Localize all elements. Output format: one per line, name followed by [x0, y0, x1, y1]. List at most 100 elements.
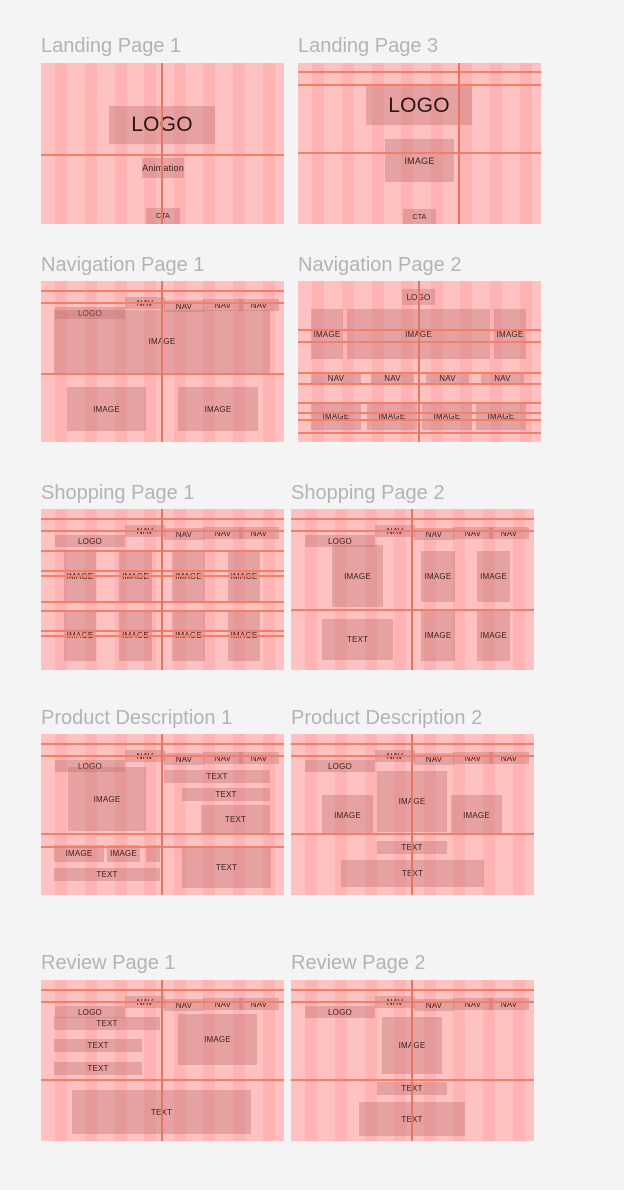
- horizontal-guide: [41, 290, 284, 292]
- horizontal-guide: [298, 383, 541, 385]
- shopping-page-1-title[interactable]: Shopping Page 1: [41, 482, 195, 504]
- nav-placeholder: NAV: [371, 372, 414, 384]
- review-page-1-title[interactable]: Review Page 1: [41, 952, 176, 974]
- navigation-page-1-frame[interactable]: LOGONAVNAVNAVNAVIMAGEIMAGEIMAGE: [41, 281, 284, 442]
- horizontal-guide: [41, 550, 284, 552]
- product-description-1-frame[interactable]: LOGONAVNAVNAVNAVIMAGETEXTTEXTTEXTIMAGEIM…: [41, 734, 284, 895]
- logo-placeholder: LOGO: [366, 86, 472, 125]
- grid-column: [365, 734, 377, 895]
- grid-column: [424, 734, 436, 895]
- shopping-page-2-frame[interactable]: LOGONAVNAVNAVNAVIMAGEIMAGEIMAGETEXTIMAGE…: [291, 509, 534, 670]
- horizontal-guide: [298, 412, 541, 414]
- grid-column: [453, 980, 465, 1141]
- grid-column: [460, 63, 472, 224]
- grid-column: [335, 509, 347, 670]
- image-placeholder: IMAGE: [178, 1014, 257, 1065]
- grid-column: [513, 509, 525, 670]
- vertical-guide: [411, 980, 413, 1141]
- grid-column: [305, 509, 317, 670]
- horizontal-guide: [41, 518, 284, 520]
- landing-page-1-frame[interactable]: LOGOAnimationCTA: [41, 63, 284, 224]
- grid-column: [483, 980, 495, 1141]
- landing-page-3-frame[interactable]: LOGO IMAGE CTA: [298, 63, 541, 224]
- grid-column: [55, 281, 67, 442]
- horizontal-guide: [41, 373, 284, 375]
- animation-placeholder: Animation: [142, 158, 184, 178]
- grid-column: [365, 980, 377, 1141]
- grid-column: [115, 980, 127, 1141]
- logo-placeholder: LOGO: [55, 535, 125, 547]
- horizontal-guide: [291, 1079, 534, 1081]
- vertical-guide: [411, 509, 413, 670]
- navigation-page-1-title[interactable]: Navigation Page 1: [41, 254, 205, 276]
- product-description-2-frame[interactable]: LOGONAVNAVNAVNAVIMAGEIMAGEIMAGETEXTTEXT: [291, 734, 534, 895]
- review-page-2-title[interactable]: Review Page 2: [291, 952, 426, 974]
- grid-column: [174, 980, 186, 1141]
- image-placeholder: IMAGE: [421, 551, 455, 602]
- horizontal-guide: [298, 341, 541, 343]
- nav-placeholder: NAV: [453, 527, 493, 539]
- grid-column: [115, 281, 127, 442]
- grid-column: [203, 980, 215, 1141]
- blank-placeholder: [146, 845, 160, 862]
- grid-column: [85, 281, 97, 442]
- cta-placeholder: CTA: [403, 209, 436, 224]
- grid-column: [424, 980, 436, 1141]
- horizontal-guide: [298, 372, 541, 374]
- image-placeholder: IMAGE: [451, 795, 502, 835]
- grid-column: [342, 281, 354, 442]
- grid-column: [203, 734, 215, 895]
- grid-column: [233, 63, 245, 224]
- vertical-guide: [161, 281, 163, 442]
- grid-column: [85, 63, 97, 224]
- nav-placeholder: NAV: [426, 372, 469, 384]
- image-placeholder: IMAGE: [311, 403, 361, 430]
- vertical-guide: [161, 980, 163, 1141]
- logo-placeholder: LOGO: [55, 307, 125, 319]
- image-placeholder: IMAGE: [385, 139, 454, 182]
- image-placeholder: IMAGE: [68, 767, 146, 831]
- review-page-2-frame[interactable]: LOGONAVNAVNAVNAVIMAGETEXTTEXT: [291, 980, 534, 1141]
- grid-column: [305, 980, 317, 1141]
- grid-column: [520, 281, 532, 442]
- grid-column: [233, 509, 245, 670]
- horizontal-guide: [291, 989, 534, 991]
- grid-column: [372, 63, 384, 224]
- text-placeholder: TEXT: [54, 1017, 160, 1030]
- grid-column: [144, 63, 156, 224]
- grid-column: [394, 509, 406, 670]
- navigation-page-2-title[interactable]: Navigation Page 2: [298, 254, 462, 276]
- nav-placeholder: NAV: [453, 998, 493, 1010]
- product-description-2-title[interactable]: Product Description 2: [291, 707, 483, 729]
- nav-placeholder: NAV: [239, 752, 279, 764]
- horizontal-guide: [298, 84, 541, 86]
- grid-column: [174, 509, 186, 670]
- logo-placeholder: LOGO: [305, 535, 375, 547]
- grid-column: [513, 734, 525, 895]
- grid-column: [312, 63, 324, 224]
- grid-column: [263, 734, 275, 895]
- grid-column: [263, 63, 275, 224]
- horizontal-guide: [41, 833, 284, 835]
- grid-column: [490, 63, 502, 224]
- grid-column: [365, 509, 377, 670]
- horizontal-guide: [291, 609, 534, 611]
- image-placeholder: IMAGE: [178, 387, 258, 431]
- nav-placeholder: NAV: [489, 752, 529, 764]
- review-page-1-frame[interactable]: LOGONAVNAVNAVNAVTEXTTEXTTEXTIMAGETEXT: [41, 980, 284, 1141]
- grid-column: [55, 63, 67, 224]
- shopping-page-2-title[interactable]: Shopping Page 2: [291, 482, 445, 504]
- landing-page-3-title[interactable]: Landing Page 3: [298, 35, 439, 57]
- landing-page-1-title[interactable]: Landing Page 1: [41, 35, 182, 57]
- horizontal-guide: [41, 570, 284, 572]
- image-placeholder: IMAGE: [476, 403, 526, 430]
- horizontal-guide: [41, 743, 284, 745]
- grid-column: [401, 63, 413, 224]
- navigation-page-2-frame[interactable]: LOGOIMAGEIMAGEIMAGENAVNAVNAVNAVIMAGEIMAG…: [298, 281, 541, 442]
- grid-column: [85, 980, 97, 1141]
- grid-column: [233, 734, 245, 895]
- product-description-1-title[interactable]: Product Description 1: [41, 707, 233, 729]
- horizontal-guide: [41, 575, 284, 577]
- shopping-page-1-frame[interactable]: LOGONAVNAVNAVNAVIMAGEIMAGEIMAGEIMAGEIMAG…: [41, 509, 284, 670]
- nav-placeholder: NAV: [203, 752, 243, 764]
